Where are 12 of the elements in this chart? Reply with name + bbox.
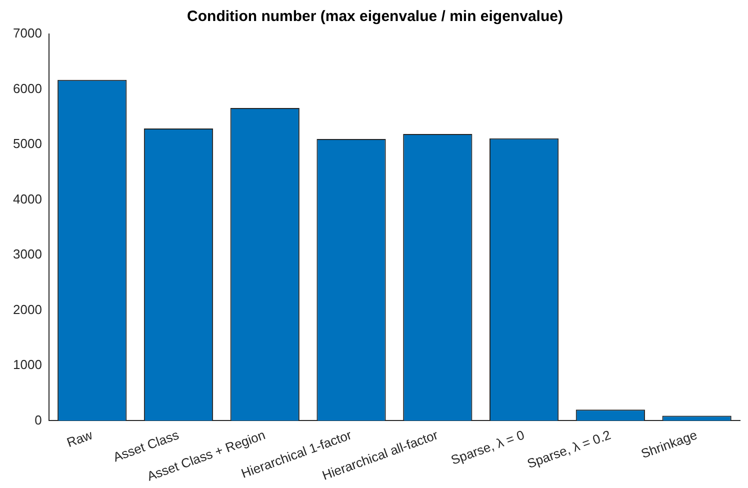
x-tick-label: Raw	[64, 426, 95, 450]
y-tick-label: 3000	[13, 246, 42, 262]
y-tick-label: 4000	[13, 191, 42, 206]
x-tick-label: Sparse, λ = 0.2	[525, 427, 613, 472]
y-tick-label: 2000	[13, 302, 42, 317]
y-tick-label: 0	[34, 412, 42, 428]
x-tick-label: Sparse, λ = 0	[448, 427, 526, 468]
chart-title: Condition number (max eigenvalue / min eigenvalue)	[187, 8, 563, 26]
y-tick-label: 1000	[13, 357, 42, 372]
y-tick-label: 7000	[13, 26, 42, 41]
y-tick-label: 6000	[13, 80, 42, 96]
y-tick-label: 5000	[13, 136, 42, 152]
